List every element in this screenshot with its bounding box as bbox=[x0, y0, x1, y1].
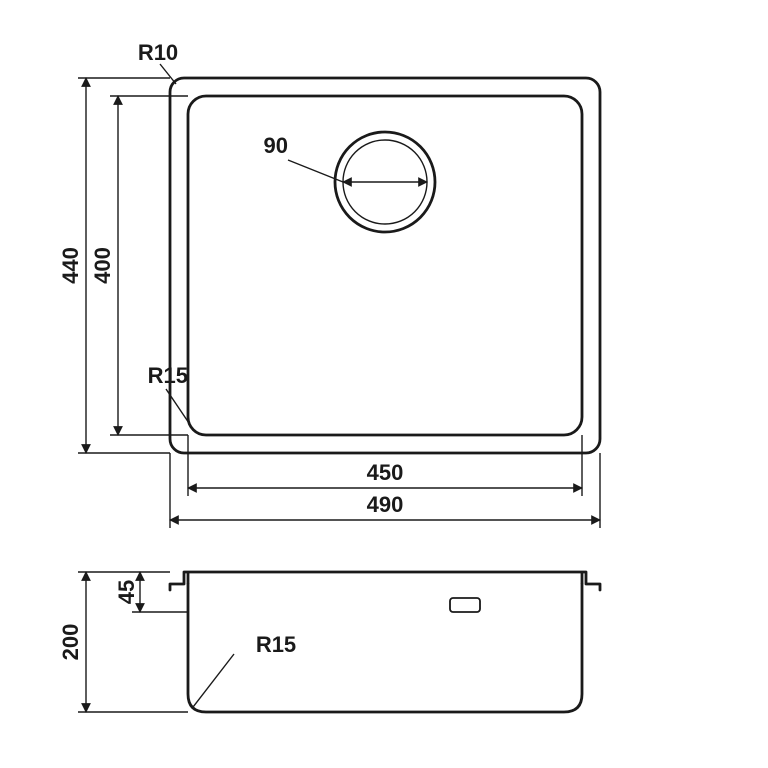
width-outer: 490 bbox=[367, 492, 404, 517]
height-inner: 400 bbox=[90, 247, 115, 284]
outer-radius: R10 bbox=[138, 40, 178, 65]
overflow-depth: 45 bbox=[114, 580, 139, 604]
height-outer: 440 bbox=[58, 247, 83, 284]
inner-radius: R15 bbox=[148, 363, 188, 388]
bottom-radius: R15 bbox=[256, 632, 296, 657]
width-inner: 450 bbox=[367, 460, 404, 485]
depth: 200 bbox=[58, 624, 83, 661]
drain-diameter: 90 bbox=[264, 133, 288, 158]
